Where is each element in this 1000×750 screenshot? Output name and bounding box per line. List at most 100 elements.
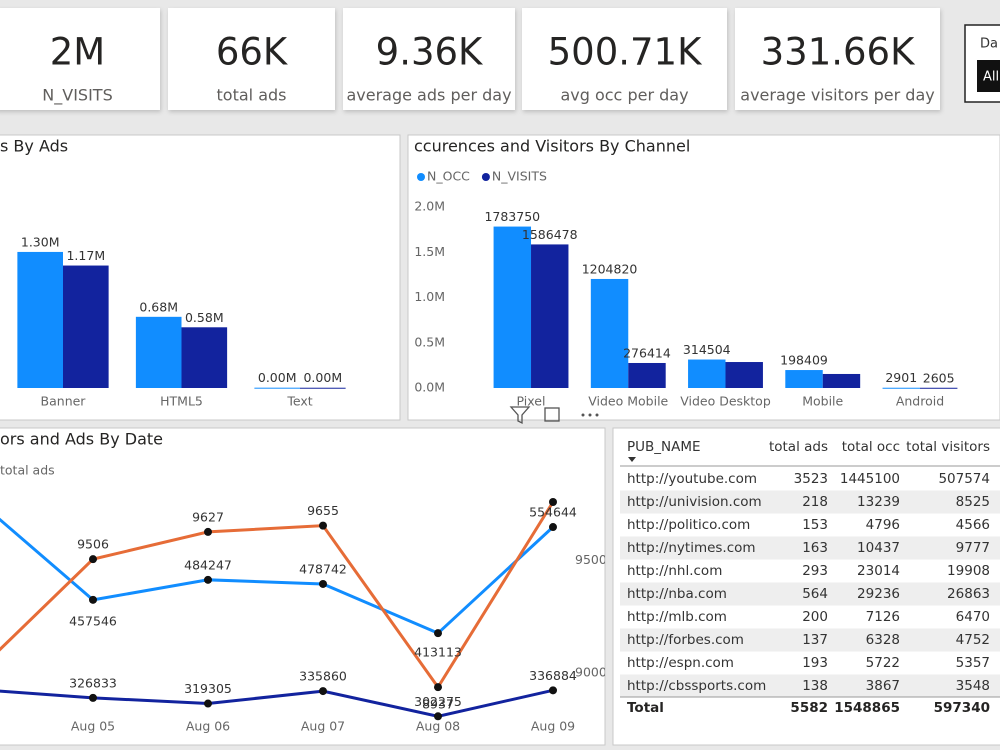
more-icon[interactable] [595, 413, 599, 417]
data-label: 0.00M [303, 370, 342, 385]
table-cell: 5357 [956, 655, 990, 671]
data-label: 1783750 [484, 209, 540, 224]
x-tick-label: Aug 07 [301, 719, 345, 734]
line-marker[interactable] [434, 712, 442, 721]
y2-tick-label: 9000 [575, 665, 607, 680]
line-marker[interactable] [204, 527, 212, 536]
data-label: 0.58M [185, 310, 224, 325]
column-header[interactable]: PUB_NAME [627, 439, 701, 455]
table-cell: http://nytimes.com [627, 540, 756, 556]
line-marker[interactable] [549, 686, 557, 695]
data-label: 2901 [885, 370, 917, 385]
data-label: 1586478 [522, 227, 578, 242]
bar[interactable] [300, 387, 346, 389]
slicer-dropdown[interactable] [977, 60, 1000, 92]
focus-icon[interactable] [544, 407, 560, 422]
bar[interactable] [254, 387, 300, 389]
y-tick-label: 0.5M [414, 334, 445, 349]
table-cell: 5722 [866, 655, 900, 671]
slicer-label: Da [980, 37, 998, 52]
card-background [522, 8, 727, 110]
data-label: 8937 [422, 697, 454, 712]
data-label: 319305 [184, 681, 232, 696]
line-series [0, 517, 555, 635]
line-marker[interactable] [319, 521, 327, 530]
kpi-card: 331.66K average visitors per day [735, 8, 940, 110]
bar[interactable] [531, 244, 569, 388]
bar[interactable] [181, 327, 228, 388]
x-tick-label: Aug 06 [186, 719, 230, 734]
bar[interactable] [590, 278, 629, 388]
table-cell: 564 [802, 586, 828, 602]
total-cell: Total [627, 700, 664, 716]
x-tick-label: Banner [41, 394, 87, 409]
data-label: 326833 [69, 675, 117, 690]
table-cell: 19908 [947, 563, 990, 579]
table-cell: 200 [802, 609, 828, 625]
bar[interactable] [882, 387, 920, 389]
legend-label[interactable]: N_OCC [427, 169, 470, 184]
visual-header-icons [509, 406, 599, 425]
filter-icon[interactable] [509, 406, 531, 425]
card-label: avg occ per day [560, 86, 688, 105]
data-label: 276414 [623, 345, 671, 360]
bar[interactable] [135, 316, 182, 388]
column-header[interactable]: total occ [842, 439, 900, 455]
column-header[interactable]: total ads [769, 439, 828, 455]
y-tick-label: 1.0M [414, 289, 445, 304]
legend-label[interactable]: total ads [0, 463, 55, 478]
more-icon[interactable] [588, 413, 592, 417]
table-cell: http://forbes.com [627, 632, 744, 648]
line-marker[interactable] [89, 555, 97, 564]
bar[interactable] [919, 387, 958, 389]
column-header[interactable]: total visitors [906, 439, 990, 455]
table-visual: PUB_NAME total ads total occ total visitors… [612, 427, 1000, 746]
legend-label[interactable]: N_VISITS [492, 169, 547, 184]
line-marker[interactable] [204, 699, 212, 708]
line-marker[interactable] [204, 575, 212, 584]
table-cell: 23014 [857, 563, 900, 579]
sort-indicator [628, 457, 636, 462]
table-cell: 7126 [866, 609, 900, 625]
line-marker[interactable] [319, 579, 327, 588]
table-cell: 10437 [857, 540, 900, 556]
bar[interactable] [493, 226, 532, 388]
card-background [343, 8, 515, 110]
more-icon[interactable] [581, 413, 585, 417]
bar[interactable] [725, 362, 763, 388]
line-marker[interactable] [319, 687, 327, 696]
data-label: 302275 [414, 694, 462, 709]
table-cell: 507574 [938, 471, 990, 487]
bar[interactable] [63, 265, 109, 388]
table-cell: 193 [802, 655, 828, 671]
row-band [620, 628, 1000, 652]
bar[interactable] [822, 373, 861, 388]
line-marker[interactable] [549, 523, 557, 532]
table-cell: 3523 [794, 471, 828, 487]
data-label: 0.68M [139, 299, 178, 314]
table-cell: 4796 [866, 517, 900, 533]
total-cell: 5582 [790, 700, 828, 716]
table-cell: 137 [802, 632, 828, 648]
line-marker[interactable] [89, 595, 97, 604]
line-marker[interactable] [434, 629, 442, 638]
bar[interactable] [785, 370, 823, 388]
bar[interactable] [17, 251, 63, 388]
table-cell: http://nhl.com [627, 563, 722, 579]
x-tick-label: Video Mobile [588, 394, 668, 409]
legend-marker [417, 173, 425, 181]
line-marker[interactable] [89, 693, 97, 702]
row-band [620, 582, 1000, 606]
x-tick-label: HTML5 [160, 394, 203, 409]
bar[interactable] [628, 362, 666, 388]
data-label: 314504 [683, 342, 731, 357]
kpi-card: 66K total ads [168, 8, 335, 110]
bar[interactable] [688, 359, 726, 388]
line-marker[interactable] [434, 683, 442, 692]
data-label: 9506 [77, 537, 109, 552]
line-marker[interactable] [549, 498, 557, 506]
date-slicer[interactable]: Da All [964, 24, 1000, 103]
table-cell: 1445100 [840, 471, 900, 487]
